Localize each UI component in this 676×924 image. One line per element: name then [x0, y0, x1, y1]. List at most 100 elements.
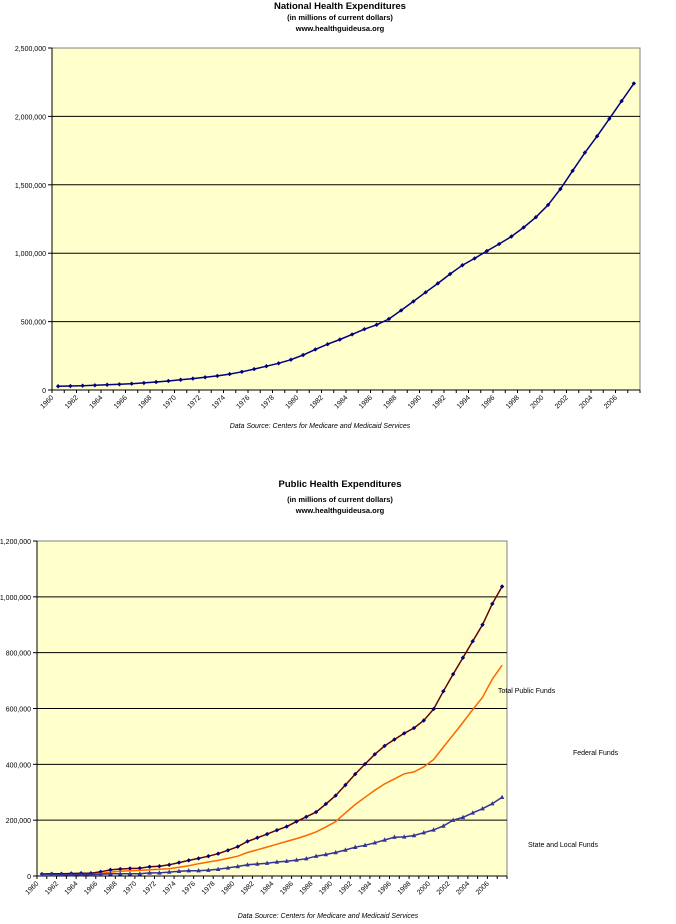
data-point — [374, 322, 379, 327]
y-tick-label: 400,000 — [6, 762, 31, 769]
data-point — [215, 851, 221, 856]
x-tick-label: 1980 — [284, 394, 300, 410]
data-point — [166, 378, 171, 384]
data-point — [127, 866, 133, 871]
data-point — [382, 837, 387, 842]
data-point — [202, 375, 208, 380]
data-point — [509, 234, 514, 239]
x-tick-label: 2006 — [603, 394, 619, 410]
data-point — [362, 326, 367, 332]
data-point — [362, 842, 368, 847]
data-point — [582, 150, 588, 155]
data-point — [441, 688, 446, 694]
data-point — [372, 840, 378, 845]
data-point — [333, 793, 338, 798]
x-tick-label: 1962 — [44, 880, 60, 896]
data-point — [108, 867, 113, 873]
x-tick-label: 1966 — [113, 394, 129, 410]
data-point — [196, 856, 201, 861]
data-point — [239, 369, 245, 374]
data-point — [607, 116, 612, 121]
data-point — [480, 806, 485, 811]
x-tick-label: 1992 — [338, 880, 354, 896]
data-point — [472, 256, 477, 261]
x-tick-label: 1992 — [431, 394, 447, 410]
data-point — [92, 383, 98, 388]
data-point — [423, 290, 428, 295]
national-chart: National Health Expenditures (in million… — [15, 1, 641, 430]
public-chart: Public Health Expenditures (in millions … — [0, 479, 619, 920]
data-point — [196, 867, 201, 873]
x-tick-label: 1986 — [358, 394, 374, 410]
x-tick-label: 1984 — [259, 880, 275, 896]
x-tick-label: 1974 — [162, 880, 178, 896]
data-point — [484, 248, 490, 254]
data-point — [353, 844, 358, 849]
data-point — [245, 862, 250, 867]
x-tick-label: 2004 — [578, 394, 594, 410]
data-point — [372, 752, 378, 757]
public-chart-subtitle: (in millions of current dollars) — [287, 495, 393, 504]
data-point — [460, 655, 466, 660]
data-point — [490, 601, 495, 607]
label-federal-funds: Federal Funds — [573, 750, 619, 757]
data-point — [337, 337, 343, 342]
data-point — [323, 851, 329, 857]
data-point — [450, 671, 456, 677]
data-point — [176, 860, 182, 865]
data-point — [447, 271, 453, 277]
x-tick-label: 1986 — [279, 880, 295, 896]
data-point — [304, 814, 309, 820]
x-tick-label: 1976 — [235, 394, 251, 410]
data-point — [398, 308, 404, 313]
x-tick-label: 1990 — [407, 394, 423, 410]
data-point — [496, 241, 502, 247]
data-point — [215, 866, 221, 871]
data-point — [88, 871, 94, 877]
data-point — [392, 737, 397, 742]
x-tick-label: 1984 — [333, 394, 349, 410]
series-line-federal-funds — [41, 664, 503, 876]
data-point — [323, 801, 329, 807]
data-point — [274, 859, 280, 864]
data-point — [460, 263, 465, 268]
y-tick-label: 0 — [27, 874, 31, 881]
data-point — [533, 215, 539, 220]
public-chart-source: Data Source: Centers for Medicare and Me… — [238, 913, 419, 920]
data-point — [118, 871, 123, 876]
data-point — [470, 639, 475, 644]
y-tick-label: 1,000,000 — [15, 251, 46, 258]
y-tick-label: 1,500,000 — [15, 183, 46, 190]
label-total-public-funds: Total Public Funds — [498, 688, 556, 695]
data-point — [235, 844, 240, 849]
y-tick-label: 2,000,000 — [15, 114, 46, 121]
data-point — [349, 332, 355, 337]
x-tick-label: 1974 — [211, 394, 227, 410]
data-point — [313, 853, 319, 858]
data-point — [343, 782, 348, 788]
data-point — [245, 839, 250, 844]
data-point — [313, 809, 319, 815]
x-tick-label: 1996 — [377, 880, 393, 896]
data-point — [441, 823, 446, 828]
x-tick-label: 1998 — [505, 394, 521, 410]
x-tick-label: 1994 — [357, 880, 373, 896]
y-tick-label: 0 — [42, 388, 46, 395]
x-tick-label: 2002 — [436, 880, 452, 896]
data-point — [343, 847, 348, 852]
x-tick-label: 1960 — [39, 394, 55, 410]
data-point — [431, 706, 436, 712]
data-point — [225, 848, 231, 853]
data-point — [300, 352, 306, 358]
data-point — [206, 853, 211, 859]
data-point — [333, 849, 338, 855]
data-point — [157, 870, 162, 875]
data-point — [353, 771, 358, 777]
data-point — [98, 871, 103, 877]
data-point — [264, 364, 269, 369]
public-chart-website: www.healthguideusa.org — [295, 506, 385, 515]
data-point — [141, 380, 147, 386]
data-point — [255, 835, 260, 840]
data-point — [570, 168, 575, 174]
